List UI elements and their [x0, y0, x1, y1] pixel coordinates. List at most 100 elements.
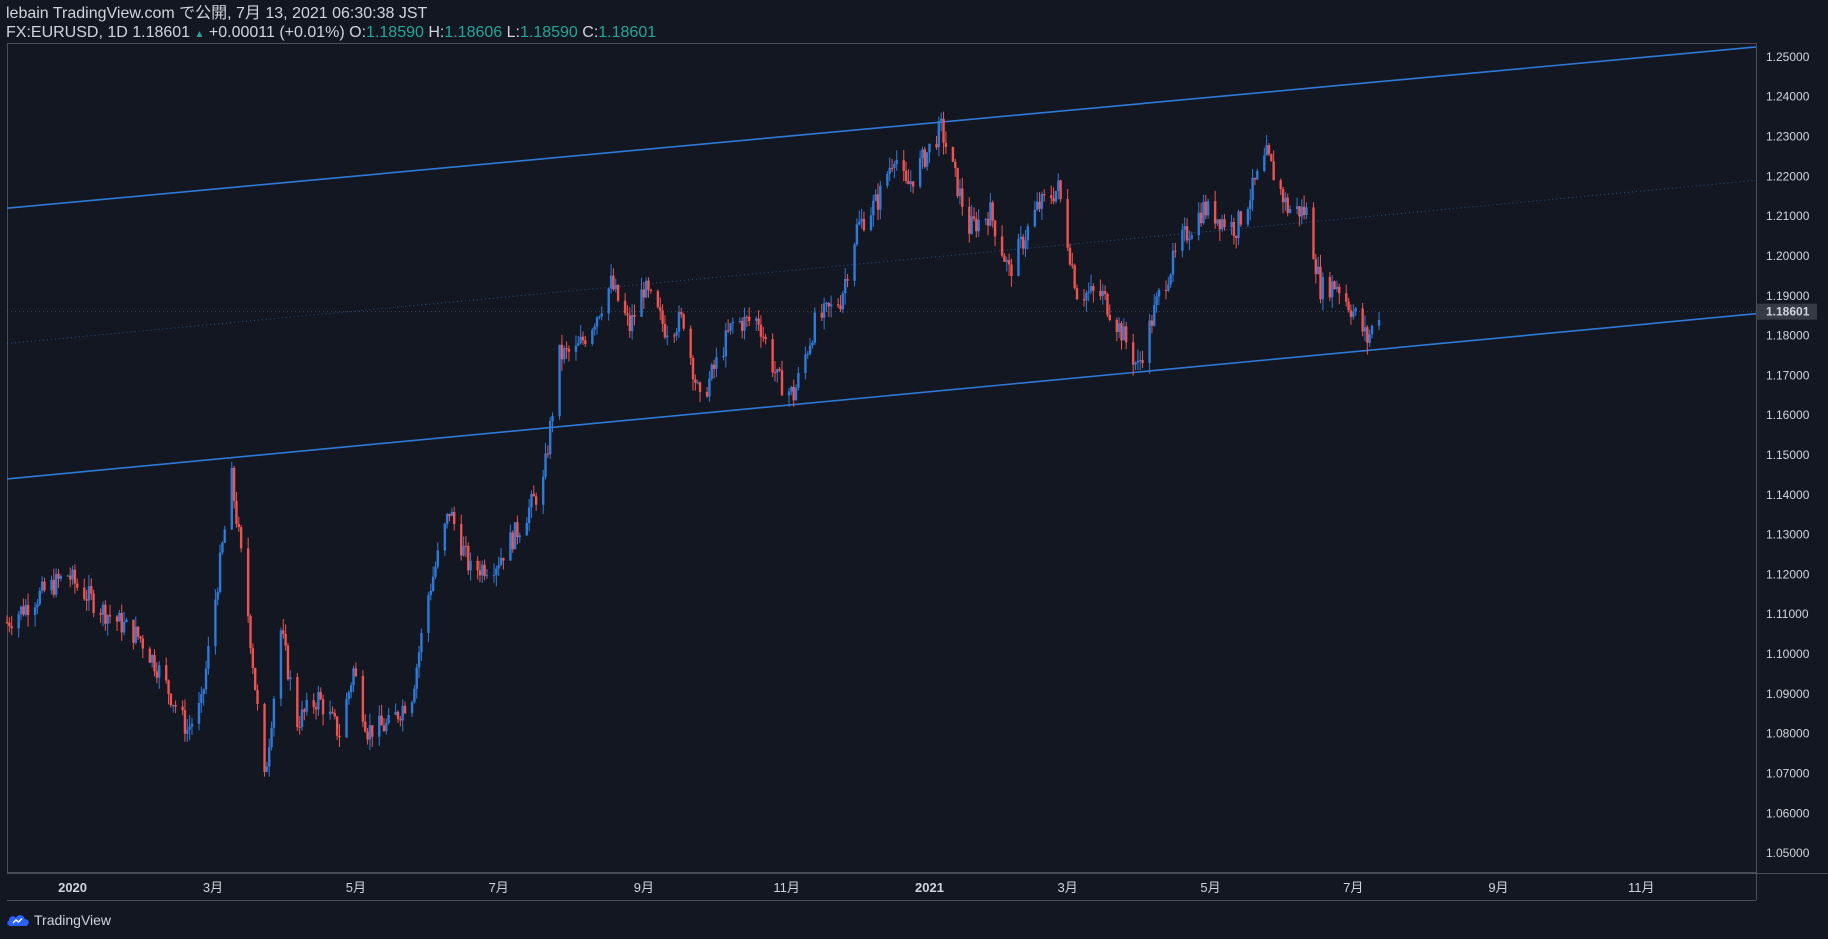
candle-body — [1218, 219, 1222, 230]
candle-body — [942, 118, 945, 143]
candle-body — [827, 302, 831, 307]
candle-body — [368, 725, 372, 740]
x-tick-label: 7月 — [489, 880, 509, 895]
candle-body — [1120, 323, 1123, 341]
candle-body — [698, 382, 702, 392]
candle-body — [1068, 247, 1072, 265]
candle-body — [558, 344, 561, 417]
candle-body — [1338, 286, 1341, 294]
candle-body — [778, 369, 781, 371]
y-tick-label: 1.21000 — [1766, 209, 1810, 223]
candle-body — [1169, 274, 1172, 285]
candle-body — [22, 606, 25, 615]
candle-body — [970, 216, 973, 234]
candle-body — [806, 353, 809, 355]
candle-body — [1021, 236, 1025, 249]
candle-body — [54, 573, 58, 595]
close-label: C: — [582, 24, 599, 41]
candle-body — [1073, 265, 1076, 289]
candle-body — [1131, 342, 1135, 365]
candle-body — [1220, 219, 1224, 230]
x-tick-label: 2021 — [915, 880, 944, 895]
candle-body — [661, 310, 664, 324]
candle-body — [811, 342, 814, 346]
change-value: +0.00011 (+0.01%) — [208, 24, 345, 41]
candle-body — [263, 704, 266, 772]
candle-body — [961, 188, 964, 207]
candle-body — [8, 622, 11, 627]
candle-body — [197, 702, 201, 724]
candle-body — [1000, 236, 1004, 256]
candle-body — [944, 142, 948, 147]
candle-body — [399, 719, 402, 721]
candle-body — [1366, 327, 1369, 343]
y-tick-label: 1.20000 — [1766, 249, 1810, 263]
candle-body — [862, 218, 866, 231]
candle-body — [846, 278, 849, 281]
candle-body — [282, 630, 285, 635]
candle-body — [485, 575, 489, 577]
plot-area[interactable] — [7, 43, 1756, 873]
candle-body — [1167, 284, 1170, 291]
y-tick-label: 1.12000 — [1766, 567, 1810, 581]
candle-body — [99, 612, 102, 615]
candle-body — [216, 591, 219, 600]
x-tick-label: 5月 — [346, 880, 366, 895]
candle-body — [820, 312, 823, 318]
candle-body — [759, 324, 763, 337]
candle-body — [499, 557, 503, 566]
candle-body — [157, 665, 161, 678]
candle-body — [626, 313, 629, 316]
candle-body — [492, 575, 496, 577]
candle-body — [776, 369, 779, 373]
y-tick-label: 1.25000 — [1766, 50, 1810, 64]
candle-body — [984, 218, 987, 220]
candle-body — [1199, 212, 1203, 224]
candle-body — [682, 314, 685, 329]
candle-body — [387, 714, 390, 724]
candle-body — [321, 699, 325, 715]
candle-body — [530, 493, 533, 508]
candle-body — [1043, 194, 1046, 196]
candle-body — [303, 709, 306, 712]
candle-body — [1202, 201, 1205, 224]
candle-body — [1026, 226, 1030, 241]
close-value: 1.18601 — [598, 24, 657, 41]
candle-body — [1288, 208, 1292, 213]
candle-body — [371, 725, 374, 737]
candle-body — [1331, 281, 1334, 298]
candle-body — [1349, 310, 1353, 317]
candle-body — [478, 570, 482, 576]
candle-body — [1249, 200, 1252, 209]
candle-body — [1256, 170, 1259, 180]
x-tick-label: 3月 — [1058, 880, 1078, 895]
candle-body — [991, 202, 994, 221]
candle-body — [726, 330, 730, 332]
up-arrow-icon: ▲ — [194, 29, 205, 40]
candle-body — [1183, 226, 1186, 230]
candle-body — [136, 626, 140, 637]
candle-body — [462, 545, 465, 556]
symbol-info: FX:EURUSD, 1D 1.18601 ▲ +0.00011 (+0.01%… — [6, 23, 656, 42]
tradingview-logo[interactable]: TradingView — [6, 912, 111, 928]
candle-body — [1347, 301, 1350, 311]
candle-body — [1239, 211, 1243, 225]
candle-body — [476, 560, 479, 571]
candle-body — [279, 630, 283, 699]
candle-body — [1265, 145, 1268, 156]
candle-body — [249, 616, 252, 649]
candle-body — [722, 355, 725, 358]
candle-body — [1312, 207, 1315, 260]
open-value: 1.18590 — [366, 24, 424, 41]
candle-body — [172, 704, 175, 706]
candle-body — [577, 343, 580, 346]
candle-body — [644, 280, 648, 298]
candle-body — [1284, 197, 1287, 203]
candle-body — [497, 565, 500, 569]
x-tick-label: 5月 — [1200, 880, 1220, 895]
candle-body — [345, 699, 348, 738]
candle-body — [677, 312, 681, 332]
channel-lines[interactable] — [6, 46, 1757, 480]
candle-body — [689, 328, 692, 358]
